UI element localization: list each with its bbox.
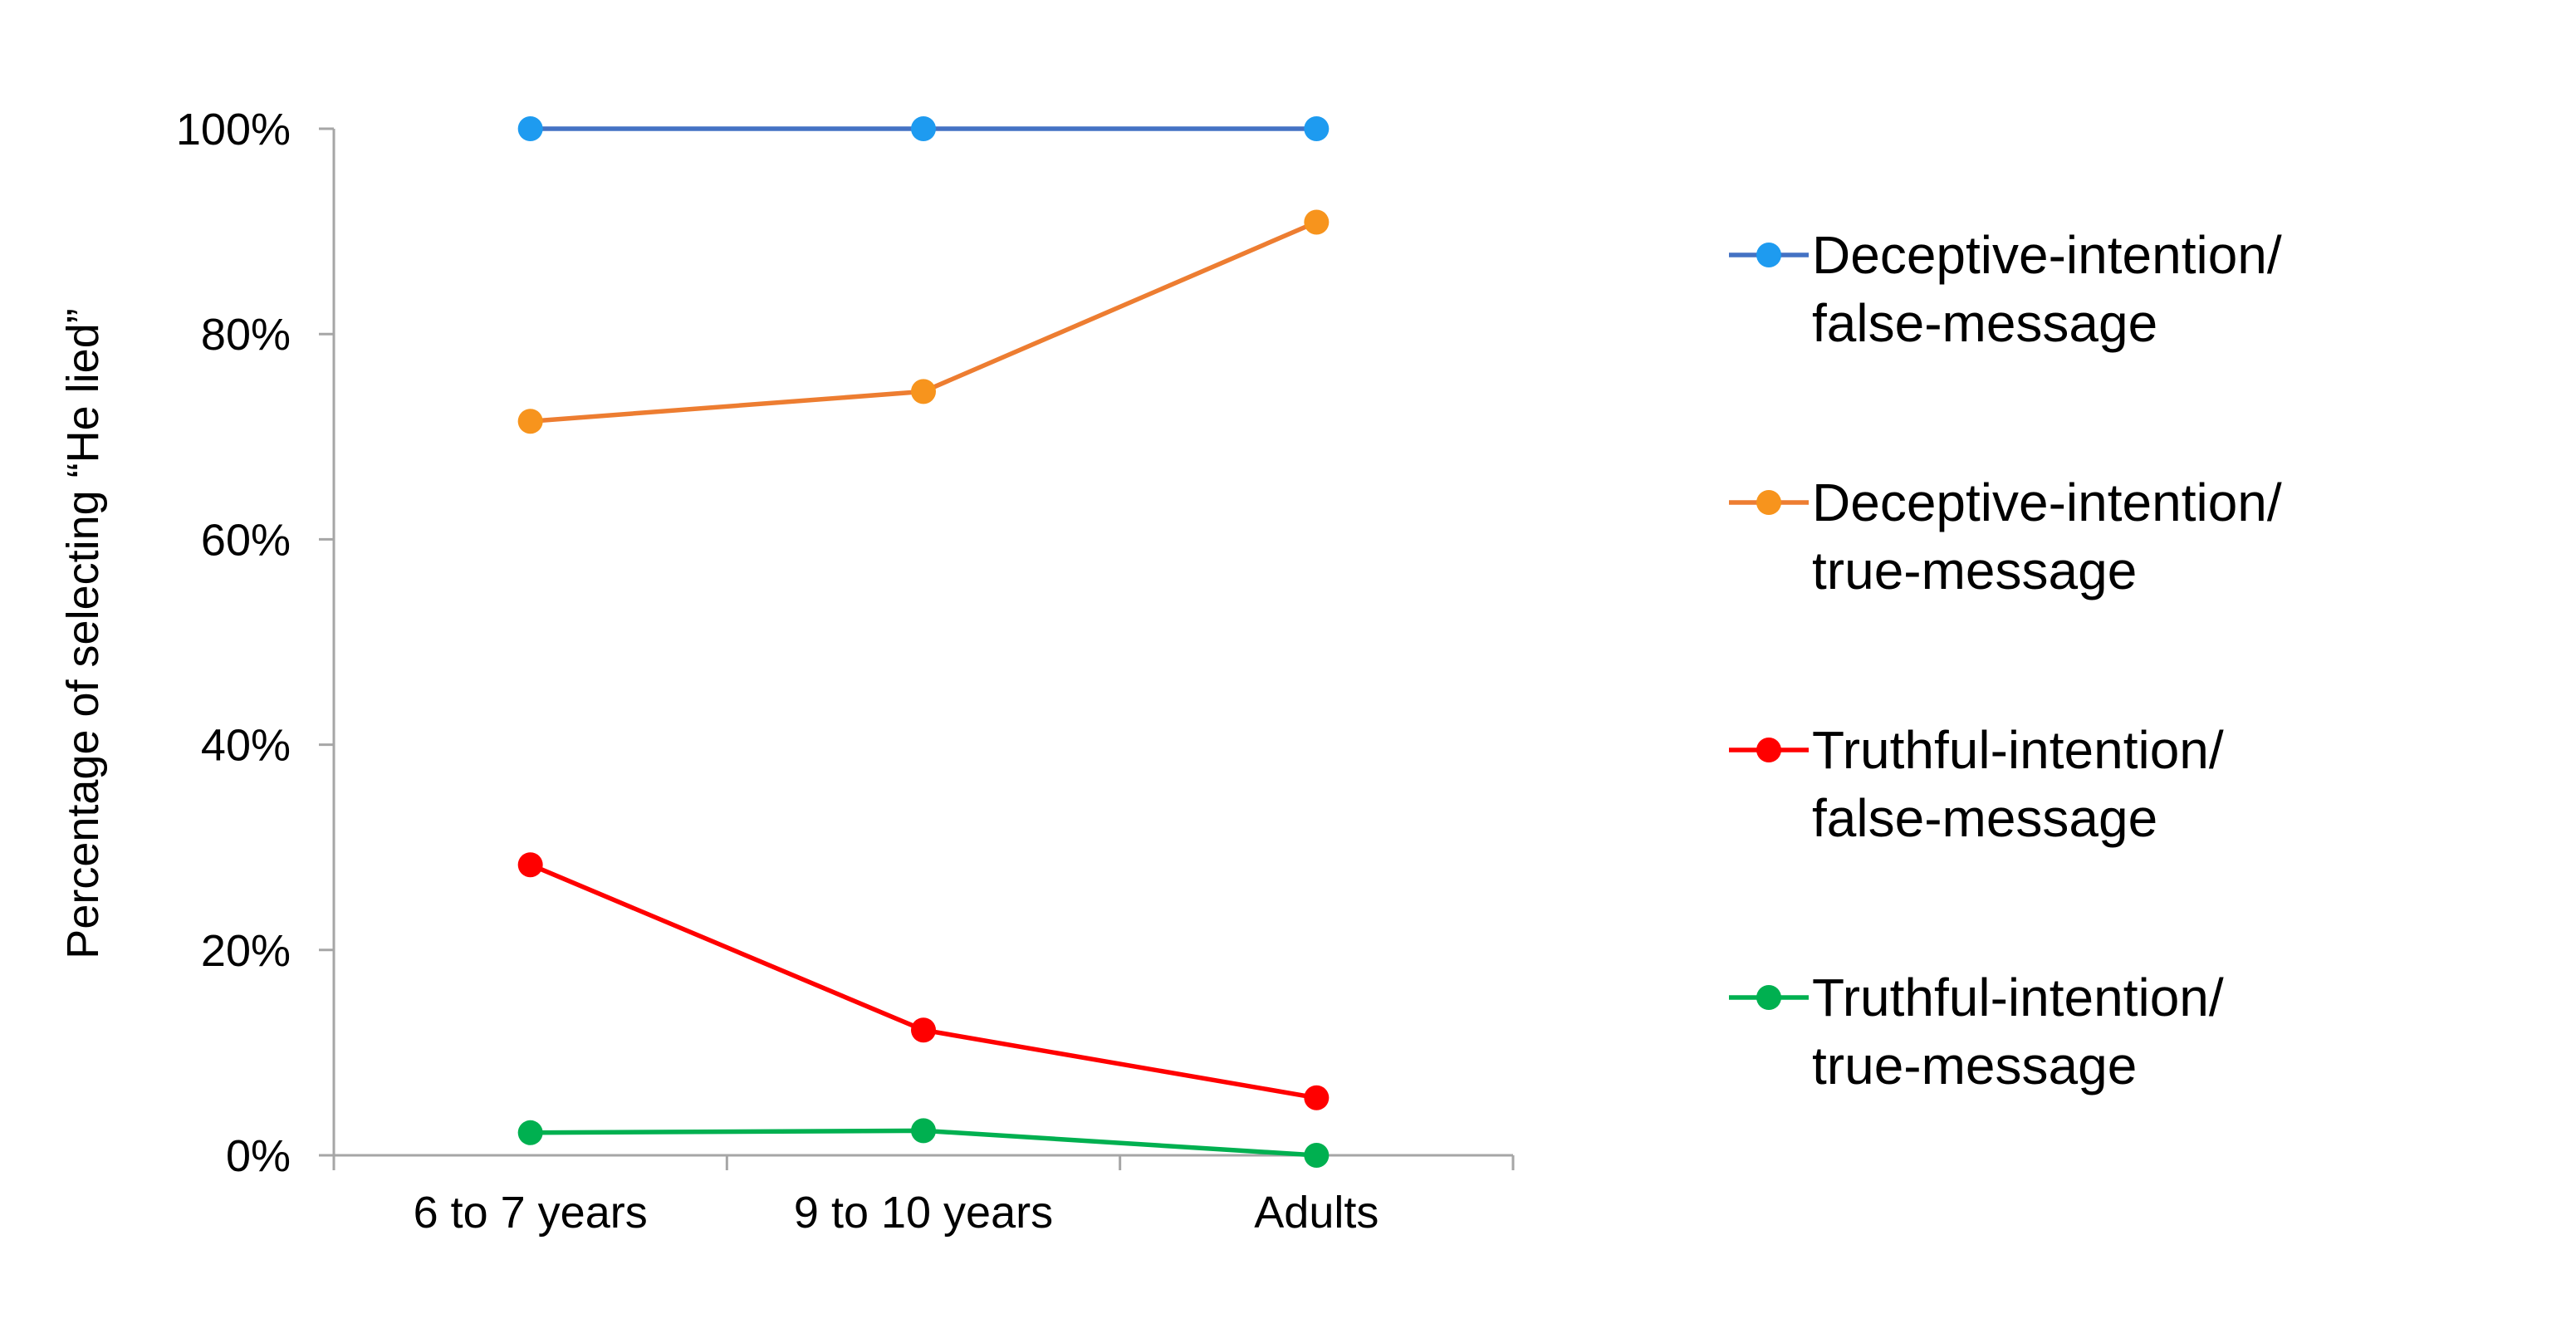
series-line-3 [529, 862, 1317, 1100]
legend-label-line: true-message [1812, 1036, 2137, 1095]
legend-label-4: Truthful-intention/true-message [1812, 968, 2224, 1095]
x-tick-label: 6 to 7 years [414, 1188, 648, 1238]
legend-label-line: Deceptive-intention/ [1812, 225, 2282, 285]
y-tick-label: 20% [201, 926, 291, 976]
legend-label-line: Truthful-intention/ [1812, 720, 2224, 780]
legend-label-line: true-message [1812, 541, 2137, 600]
legend-marker-4 [1756, 985, 1781, 1010]
series-4-point [1304, 1143, 1330, 1168]
x-tick-label: 9 to 10 years [794, 1188, 1053, 1238]
legend-label-line: Truthful-intention/ [1812, 968, 2224, 1027]
series-2-point [1304, 209, 1330, 235]
series-1-point [911, 116, 936, 141]
y-tick-label: 0% [226, 1131, 291, 1181]
legend-marker-2 [1756, 490, 1781, 515]
legend-label-3: Truthful-intention/false-message [1812, 720, 2224, 848]
legend-label-1: Deceptive-intention/false-message [1812, 225, 2282, 353]
y-axis-title: Percentage of selecting “He lied” [58, 308, 108, 958]
legend-label-2: Deceptive-intention/true-message [1812, 473, 2282, 600]
x-tick-label: Adults [1254, 1188, 1379, 1238]
legend-label-line: Deceptive-intention/ [1812, 473, 2282, 532]
series-1-point [1304, 116, 1330, 141]
legend-label-line: false-message [1812, 293, 2157, 353]
series-4-point [517, 1120, 543, 1145]
series-2-point [911, 379, 936, 404]
series-3-point [517, 852, 543, 878]
series-3-point [911, 1017, 936, 1043]
series-4-point [911, 1118, 936, 1144]
series-group [517, 116, 1330, 1168]
y-tick-label: 40% [201, 721, 291, 771]
series-3-point [1304, 1085, 1330, 1110]
axes: 0% 20% 40% 60% 80% 100% 6 to 7 years 9 to 10 ye… [58, 105, 1515, 1238]
y-tick-label: 100% [176, 105, 291, 154]
series-1-point [517, 116, 543, 141]
y-tick-label: 60% [201, 515, 291, 565]
legend-label-line: false-message [1812, 788, 2157, 848]
legend: Deceptive-intention/false-messageDecepti… [1729, 225, 2282, 1095]
legend-marker-3 [1756, 738, 1781, 762]
series-2-point [517, 409, 543, 434]
y-tick-label: 80% [201, 310, 291, 360]
legend-marker-1 [1756, 243, 1781, 267]
